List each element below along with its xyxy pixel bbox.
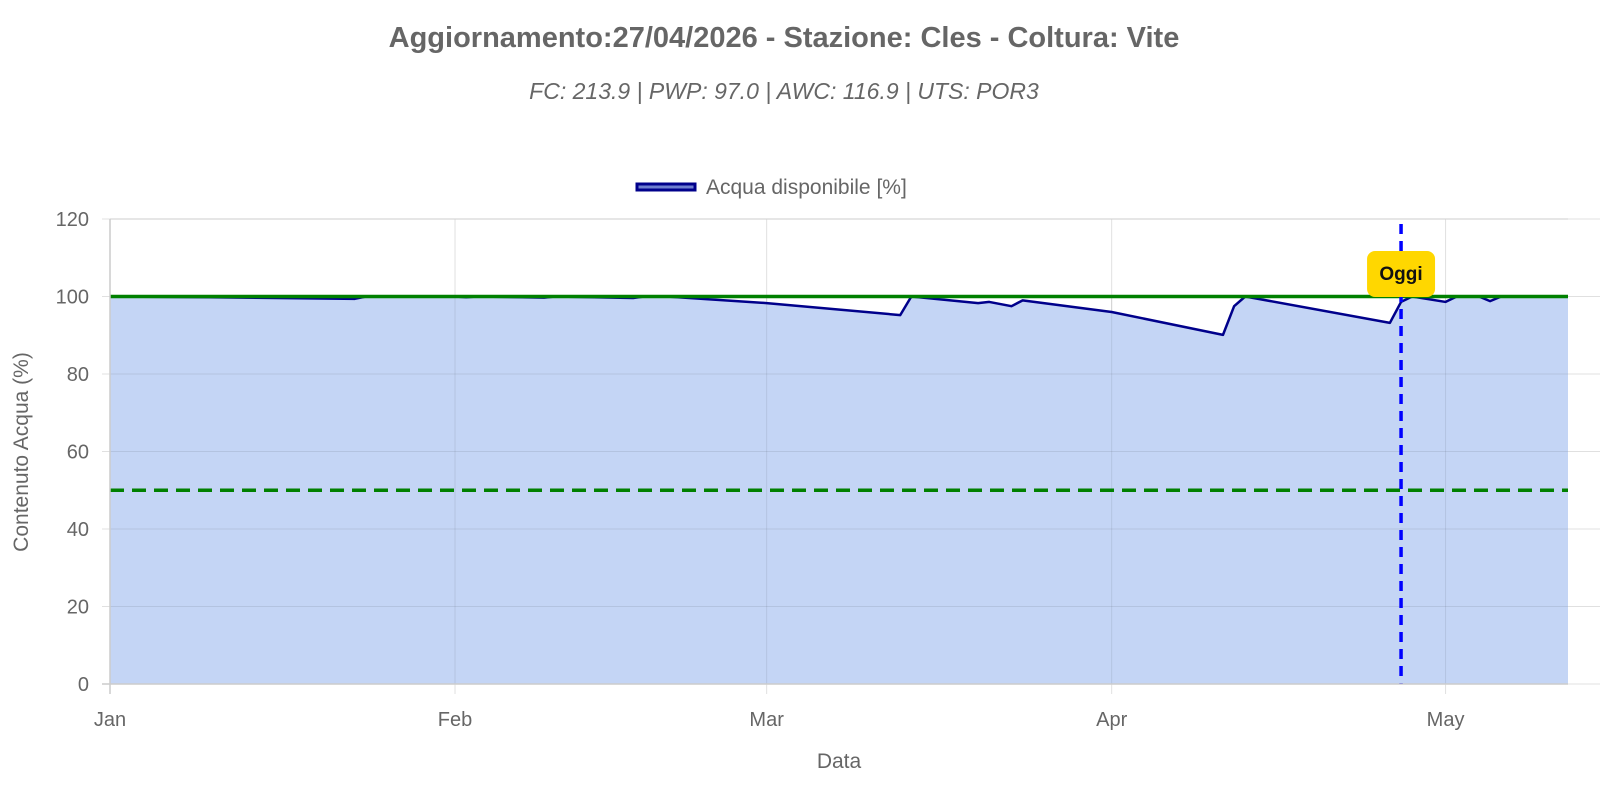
y-tick-label: 20 [67, 597, 89, 619]
chart-title: Aggiornamento:27/04/2026 - Stazione: Cle… [389, 22, 1180, 54]
x-tick-label: Feb [438, 709, 472, 731]
legend-swatch [635, 182, 697, 192]
x-axis-label: Data [817, 750, 862, 773]
today-badge [1367, 251, 1436, 297]
x-tick-label: May [1427, 709, 1465, 731]
legend-label: Acqua disponibile [%] [706, 176, 907, 199]
legend-item[interactable]: Acqua disponibile [%] [635, 176, 907, 199]
today-badge-label: Oggi [1379, 264, 1422, 285]
y-tick-label: 60 [67, 442, 89, 464]
y-tick-label: 120 [56, 209, 89, 231]
y-tick-label: 80 [67, 364, 89, 386]
y-axis-label: Contenuto Acqua (%) [10, 352, 33, 552]
axes: 0 20 40 60 80 100 120 Jan Feb Mar Apr May [56, 209, 1568, 731]
y-tick-label: 100 [56, 287, 89, 309]
y-tick-label: 40 [67, 519, 89, 541]
y-tick-label: 0 [78, 674, 89, 696]
x-tick-label: Jan [94, 709, 126, 731]
plot-area: Oggi [109, 218, 1568, 685]
x-tick-label: Apr [1096, 709, 1127, 731]
chart-subtitle: FC: 213.9 | PWP: 97.0 | AWC: 116.9 | UTS… [529, 78, 1039, 104]
x-tick-label: Mar [749, 709, 784, 731]
